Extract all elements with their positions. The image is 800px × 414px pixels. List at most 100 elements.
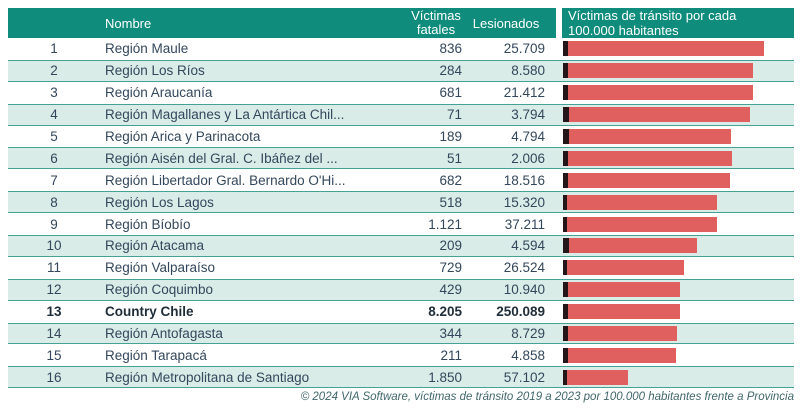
rank-cell: 11 [46,260,61,276]
fatal-bar-segment [563,107,569,123]
rank-cell: 7 [50,172,58,188]
fatal-bar-segment [563,326,568,342]
bar-cell [548,369,794,385]
rank-cell: 3 [50,85,58,101]
table-row[interactable]: 10 Región Atacama 209 4.594 [8,235,794,257]
injured-bar-segment [568,85,753,101]
fatal-victims-cell: 211 [440,347,462,363]
injured-bar-segment [568,282,680,298]
header-divider-gap [556,8,562,38]
victims-per-100k-bar [563,260,794,276]
table-row[interactable]: 13 Country Chile 8.205 250.089 [8,301,794,323]
fatal-bar-segment [563,150,568,166]
victims-per-100k-bar [563,304,794,320]
region-name-cell: Región Arica y Parinacota [105,129,261,144]
fatal-victims-column-header[interactable]: Víctimas fatales [411,8,461,37]
fatal-victims-cell: 681 [439,85,462,101]
name-column-header[interactable]: Nombre [105,15,152,31]
injured-column-header[interactable]: Lesionados [472,15,540,31]
injured-bar-segment [569,238,697,254]
rank-cell: 16 [46,369,62,385]
region-name-cell: Región Antofagasta [105,326,223,342]
injured-cell: 25.709 [503,41,545,57]
injured-cell: 21.412 [503,85,545,101]
victims-per-100k-bar [563,369,794,385]
rank-cell: 12 [46,282,62,298]
victims-per-100k-bar [563,150,794,166]
injured-bar-segment [568,172,730,188]
bar-cell [548,85,794,101]
injured-cell: 4.794 [511,129,545,144]
table-row[interactable]: 6 Región Aisén del Gral. C. Ibáñez del ..… [8,147,794,170]
bar-cell [548,216,794,232]
fatal-victims-cell: 209 [439,238,462,254]
fatal-bar-segment [563,347,568,363]
region-name-cell: Región Maule [105,41,189,57]
table-row[interactable]: 5 Región Arica y Parinacota 189 4.794 [8,126,794,148]
region-name-cell: Región Coquimbo [105,282,214,298]
injured-bar-segment [569,107,750,123]
table-row[interactable]: 12 Región Coquimbo 429 10.940 [8,278,794,301]
injured-cell: 15.320 [503,194,545,210]
region-name-cell: Región Los Ríos [105,63,205,79]
rank-cell: 15 [46,347,62,363]
table-row[interactable]: 16 Región Metropolitana de Santiago 1.850 5… [8,366,794,389]
injured-cell: 10.940 [503,282,545,298]
rank-cell: 4 [50,107,58,123]
fatal-victims-cell: 1.850 [428,369,462,385]
bar-cell [548,41,794,57]
table-row[interactable]: 3 Región Araucanía 681 21.412 [8,82,794,104]
region-name-cell: Country Chile [105,304,194,320]
table-row[interactable]: 15 Región Tarapacá 211 4.858 [8,344,794,366]
fatal-victims-cell: 284 [439,63,462,79]
injured-bar-segment [567,369,628,385]
injured-cell: 26.524 [503,260,545,276]
table-row[interactable]: 14 Región Antofagasta 344 8.729 [8,322,794,345]
injured-cell: 37.211 [504,216,545,232]
fatal-victims-cell: 344 [439,326,462,342]
table-row[interactable]: 1 Región Maule 836 25.709 [8,38,794,60]
bar-cell [548,282,794,298]
fatal-victims-cell: 682 [439,172,462,188]
bar-column-header-label: Víctimas de tránsito por cada 100.000 ha… [568,8,737,38]
table-row[interactable]: 2 Región Los Ríos 284 8.580 [8,59,794,82]
injured-bar-segment [567,216,717,232]
region-name-cell: Región Valparaíso [105,260,216,276]
rank-cell: 6 [50,150,58,166]
injured-cell: 4.594 [511,238,545,254]
table-row[interactable]: 9 Región Bíobío 1.121 37.211 [8,213,794,235]
rank-cell: 13 [46,304,62,320]
rank-cell: 5 [50,129,58,144]
bar-column-header[interactable]: Víctimas de tránsito por cada 100.000 ha… [562,8,794,38]
fatal-victims-cell: 8.205 [428,304,462,320]
table-row[interactable]: 8 Región Los Lagos 518 15.320 [8,191,794,214]
injured-bar-segment [568,304,680,320]
victims-per-100k-bar [563,216,794,232]
table-row[interactable]: 4 Región Magallanes y La Antártica Chil..… [8,103,794,126]
region-name-cell: Región Los Lagos [105,194,214,210]
victims-per-100k-bar [563,63,794,79]
fatal-bar-segment [563,238,569,254]
injured-bar-segment [568,326,677,342]
rank-cell: 10 [46,238,62,254]
bar-cell [548,260,794,276]
rank-cell: 9 [50,216,58,232]
region-name-cell: Región Tarapacá [105,347,207,363]
bar-cell [548,172,794,188]
region-name-cell: Región Metropolitana de Santiago [105,369,310,385]
fatal-bar-segment [563,172,568,188]
victims-per-100k-bar [563,194,794,210]
table-row[interactable]: 7 Región Libertador Gral. Bernardo O'Hi..… [8,169,794,191]
rank-cell: 8 [50,194,58,210]
fatal-bar-segment [563,41,568,57]
bar-cell [548,107,794,123]
table-header-left-block: Nombre Víctimas fatales Lesionados [8,8,556,38]
bar-cell [548,150,794,166]
region-name-cell: Región Atacama [105,238,205,254]
fatal-bar-segment [563,369,567,385]
fatal-bar-segment [563,304,568,320]
bar-cell [548,63,794,79]
fatal-bar-segment [563,194,567,210]
table-row[interactable]: 11 Región Valparaíso 729 26.524 [8,257,794,279]
fatal-victims-cell: 189 [439,129,462,144]
